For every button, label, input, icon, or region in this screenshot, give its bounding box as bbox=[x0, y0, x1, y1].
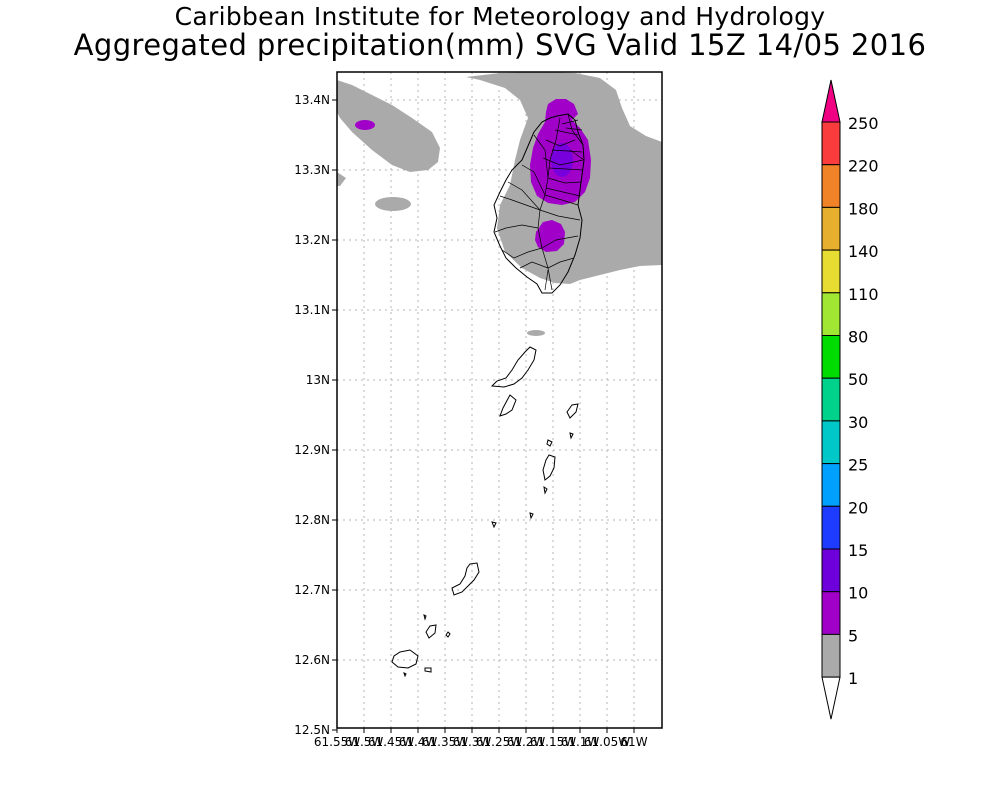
lon-label: 61.2W bbox=[507, 735, 546, 749]
colorbar: 250 220 180 140 110 80 50 30 25 20 15 10 5 1 bbox=[821, 79, 879, 720]
colorbar-label: 20 bbox=[848, 498, 868, 517]
longitude-labels: 61.55W61.5W61.45W61.4W61.35W61.3W61.25W6… bbox=[314, 728, 648, 749]
lat-label: 12.5N bbox=[294, 723, 330, 737]
colorbar-label: 5 bbox=[848, 626, 858, 645]
lat-label: 13N bbox=[306, 373, 330, 387]
colorbar-label: 15 bbox=[848, 541, 868, 560]
lon-label: 61.3W bbox=[453, 735, 492, 749]
lat-label: 13.3N bbox=[294, 163, 330, 177]
colorbar-segment bbox=[821, 463, 841, 507]
colorbar-top-arrow bbox=[821, 79, 841, 123]
precip-area-nw bbox=[337, 80, 440, 172]
colorbar-segment bbox=[821, 164, 841, 208]
precip-area-tiny bbox=[527, 330, 545, 336]
latitude-labels: 13.4N 13.3N 13.2N 13.1N 13N 12.9N 12.8N 12.7N 12… bbox=[294, 93, 337, 737]
title-line-1: Caribbean Institute for Meteorology and … bbox=[174, 2, 826, 31]
lon-label: 61.1W bbox=[561, 735, 600, 749]
colorbar-segment bbox=[821, 335, 841, 379]
title-line-2: Aggregated precipitation(mm) SVG Valid 1… bbox=[73, 28, 927, 62]
colorbar-label: 110 bbox=[848, 285, 879, 304]
colorbar-segment bbox=[821, 633, 841, 678]
colorbar-bottom-arrow bbox=[821, 676, 841, 720]
lon-label: 61.5W bbox=[345, 735, 384, 749]
colorbar-segment bbox=[821, 121, 841, 166]
lat-label: 12.6N bbox=[294, 653, 330, 667]
colorbar-segment bbox=[821, 206, 841, 251]
lat-label: 13.1N bbox=[294, 303, 330, 317]
precip-area-west-edge bbox=[337, 172, 346, 186]
island-st-vincent bbox=[490, 346, 579, 529]
precip-area-5-10-south bbox=[535, 220, 565, 252]
colorbar-segment bbox=[821, 377, 841, 422]
watershed-lines bbox=[494, 113, 585, 291]
colorbar-label: 30 bbox=[848, 413, 868, 432]
colorbar-label: 1 bbox=[848, 669, 858, 688]
colorbar-segment bbox=[821, 548, 841, 593]
colorbar-label: 220 bbox=[848, 157, 879, 176]
lon-label: 61.45W bbox=[368, 735, 414, 749]
lon-label: 61.05W bbox=[584, 735, 630, 749]
colorbar-label: 180 bbox=[848, 199, 879, 218]
colorbar-label: 140 bbox=[848, 242, 879, 261]
precip-area-small bbox=[375, 197, 411, 211]
colorbar-segment bbox=[821, 420, 841, 465]
precip-area-5-10-nw bbox=[355, 120, 375, 130]
lon-label: 61.4W bbox=[399, 735, 438, 749]
lat-label: 12.7N bbox=[294, 583, 330, 597]
island-st-lucia bbox=[493, 113, 585, 294]
colorbar-label: 80 bbox=[848, 328, 868, 347]
lon-label: 61.15W bbox=[530, 735, 576, 749]
lon-label: 61.55W bbox=[314, 735, 360, 749]
lat-label: 13.4N bbox=[294, 93, 330, 107]
colorbar-label: 250 bbox=[848, 114, 879, 133]
lon-label: 61.35W bbox=[422, 735, 468, 749]
lat-label: 12.8N bbox=[294, 513, 330, 527]
lon-label: 61.25W bbox=[476, 735, 522, 749]
colorbar-label: 10 bbox=[848, 584, 868, 603]
lon-label: 61W bbox=[620, 735, 647, 749]
colorbar-segment bbox=[821, 249, 841, 294]
lat-label: 13.2N bbox=[294, 233, 330, 247]
colorbar-segment bbox=[821, 505, 841, 550]
colorbar-label: 25 bbox=[848, 456, 868, 475]
colorbar-segment bbox=[821, 292, 841, 336]
colorbar-label: 50 bbox=[848, 370, 868, 389]
precip-area-10-15-core bbox=[551, 143, 573, 177]
colorbar-segment bbox=[821, 591, 841, 635]
lat-label: 12.9N bbox=[294, 443, 330, 457]
islands-grenadines bbox=[391, 562, 480, 678]
